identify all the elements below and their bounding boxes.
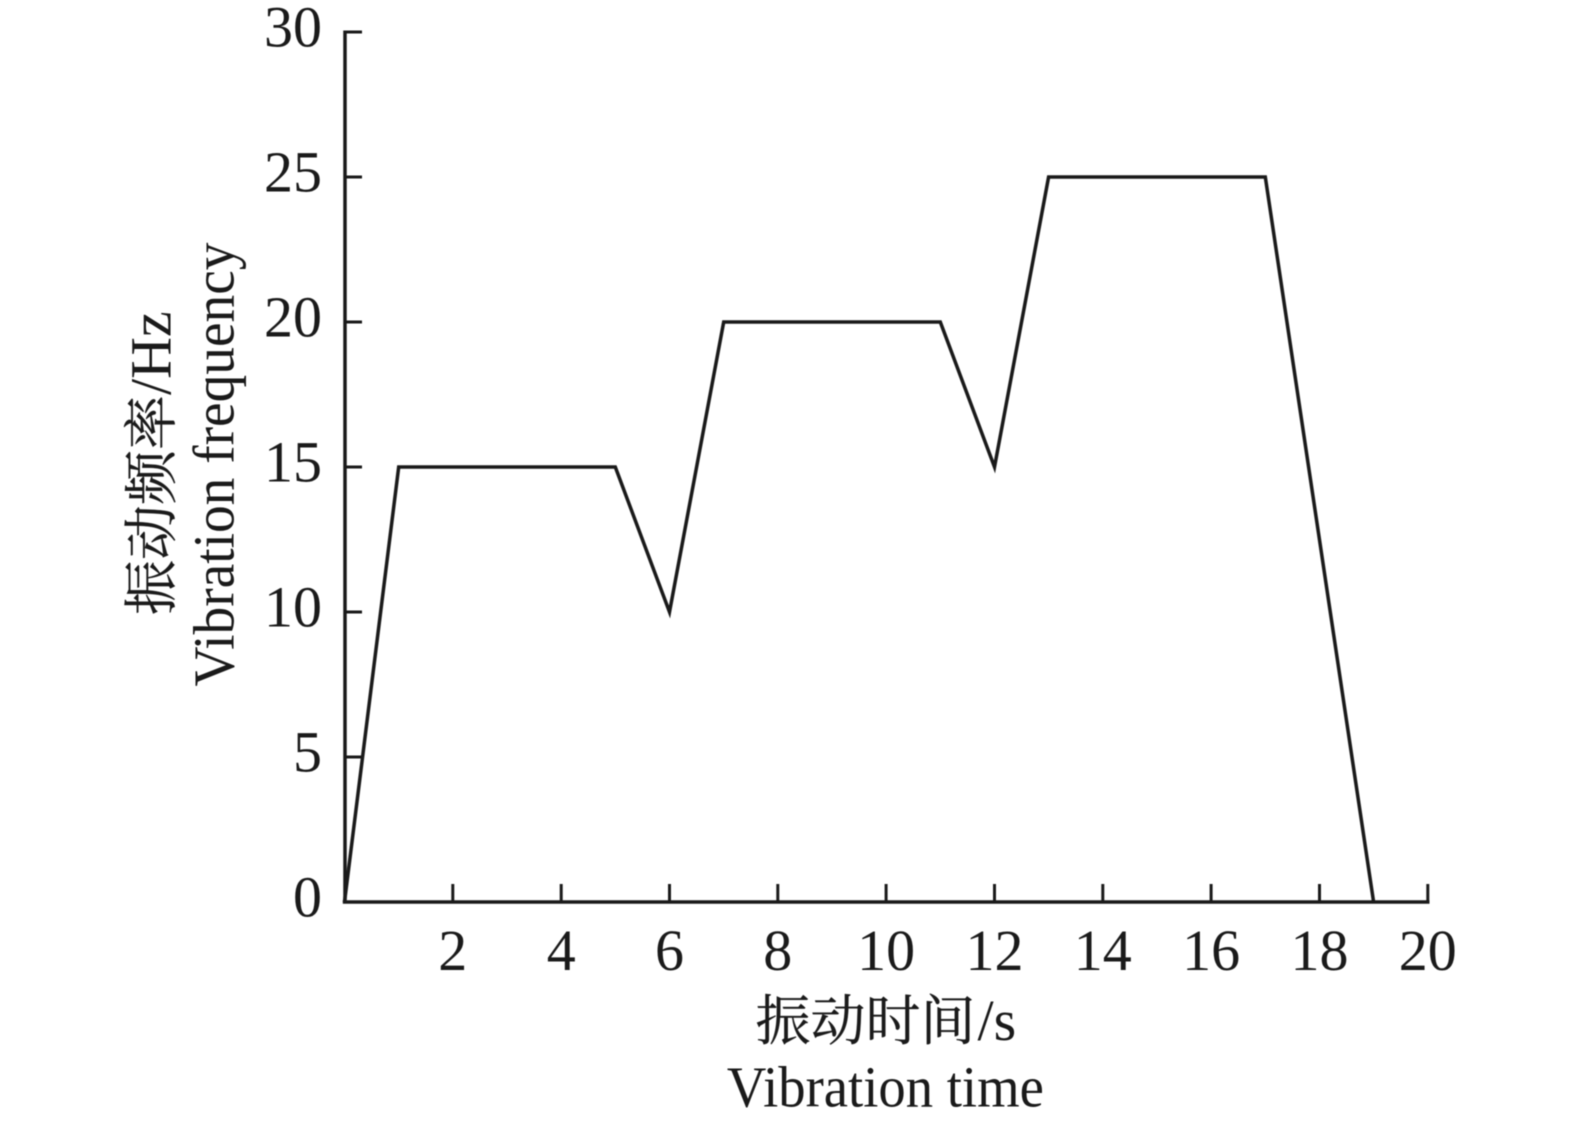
svg-text:/Hz: /Hz <box>119 311 184 395</box>
svg-text:10: 10 <box>857 918 915 983</box>
svg-text:5: 5 <box>293 720 322 785</box>
svg-text:30: 30 <box>264 0 322 60</box>
svg-text:10: 10 <box>264 575 322 640</box>
svg-text:20: 20 <box>264 285 322 350</box>
svg-text:25: 25 <box>264 140 322 205</box>
svg-text:18: 18 <box>1291 918 1349 983</box>
svg-text:15: 15 <box>264 430 322 495</box>
svg-text:Vibration frequency: Vibration frequency <box>182 243 247 687</box>
svg-text:4: 4 <box>547 918 576 983</box>
svg-text:12: 12 <box>966 918 1024 983</box>
svg-text:6: 6 <box>655 918 684 983</box>
svg-text:8: 8 <box>763 918 792 983</box>
svg-text:20: 20 <box>1399 918 1457 983</box>
svg-text:0: 0 <box>293 865 322 930</box>
svg-text:/s: /s <box>978 988 1017 1053</box>
svg-text:Vibration time: Vibration time <box>727 1055 1044 1120</box>
svg-text:2: 2 <box>438 918 467 983</box>
svg-text:14: 14 <box>1074 918 1132 983</box>
svg-text:16: 16 <box>1182 918 1240 983</box>
